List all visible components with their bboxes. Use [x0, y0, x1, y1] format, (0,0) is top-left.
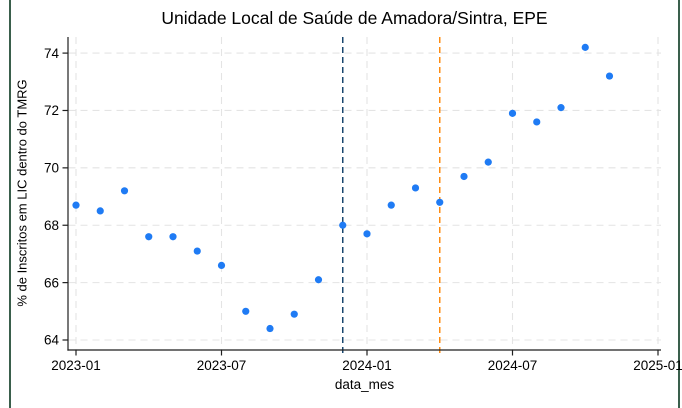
data-point [387, 201, 395, 209]
x-tick-label: 2024-07 [488, 358, 538, 373]
data-point [290, 310, 298, 318]
data-point [120, 187, 129, 195]
data-point [169, 233, 177, 241]
x-tick-label: 2023-01 [51, 358, 101, 373]
data-point [193, 247, 201, 255]
chart-title: Unidade Local de Saúde de Amadora/Sintra… [161, 8, 548, 28]
x-tick-label: 2025-01 [633, 358, 682, 373]
x-tick-label: 2024-01 [342, 358, 392, 373]
data-point [605, 72, 614, 80]
y-tick-label: 74 [44, 46, 60, 61]
data-point [508, 109, 517, 117]
data-point [145, 233, 153, 241]
data-point [314, 276, 323, 284]
data-point [533, 118, 541, 126]
right-edge-line [678, 0, 680, 408]
data-point [217, 261, 226, 270]
data-point [436, 198, 444, 206]
data-point [242, 307, 250, 315]
data-point [460, 172, 468, 181]
data-point [484, 158, 492, 166]
y-tick-label: 64 [44, 333, 60, 348]
y-tick-label: 70 [44, 161, 59, 176]
y-tick-label: 72 [44, 103, 59, 118]
data-point [411, 184, 420, 192]
y-tick-label: 66 [44, 275, 59, 290]
y-tick-label: 68 [44, 218, 59, 233]
x-axis-title: data_mes [334, 377, 395, 392]
data-point [96, 207, 104, 215]
data-point [339, 221, 347, 229]
data-point [363, 230, 371, 238]
data-point [557, 104, 565, 112]
data-point [72, 201, 80, 209]
data-point [581, 43, 589, 51]
x-tick-label: 2023-07 [197, 358, 247, 373]
left-edge-line [9, 0, 11, 408]
data-point [266, 324, 274, 333]
